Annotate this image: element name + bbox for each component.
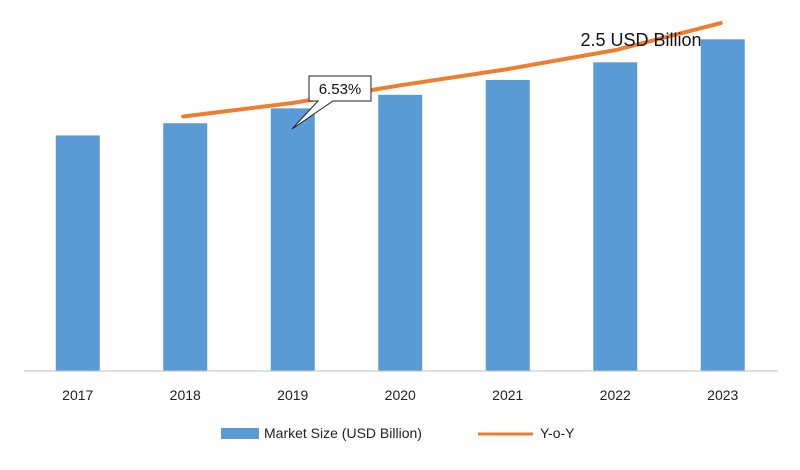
bar-2018	[163, 123, 208, 371]
yoy-line	[181, 21, 723, 119]
x-tick-label: 2022	[600, 387, 631, 403]
legend: Market Size (USD Billion) Y-o-Y	[221, 425, 575, 441]
x-tick-label: 2021	[492, 387, 523, 403]
callout-box-6-53	[291, 75, 372, 130]
x-tick-label: 2017	[62, 387, 93, 403]
legend-swatch-market-size	[221, 428, 259, 439]
legend-label-market-size: Market Size (USD Billion)	[264, 425, 422, 441]
x-tick-label: 2018	[170, 387, 201, 403]
x-tick-label: 2019	[277, 387, 308, 403]
bar-2021	[485, 79, 530, 371]
legend-label-yoy: Y-o-Y	[540, 425, 575, 441]
bar-2017	[55, 135, 100, 371]
x-tick-labels: 2017 2018 2019 2020 2021 2022 2023	[62, 387, 738, 403]
annotation-2-5-usd-billion: 2.5 USD Billion	[580, 30, 701, 50]
x-tick-label: 2023	[707, 387, 738, 403]
annotations: 6.53% 2.5 USD Billion	[291, 30, 702, 130]
bars-group	[55, 39, 745, 372]
yoy-line-group	[181, 21, 723, 119]
bar-2020	[378, 94, 423, 372]
bar-2022	[593, 62, 638, 371]
bar-2023	[700, 39, 745, 372]
bar-2019	[270, 108, 315, 371]
annotation-6-53: 6.53%	[319, 81, 362, 98]
x-tick-label: 2020	[385, 387, 416, 403]
